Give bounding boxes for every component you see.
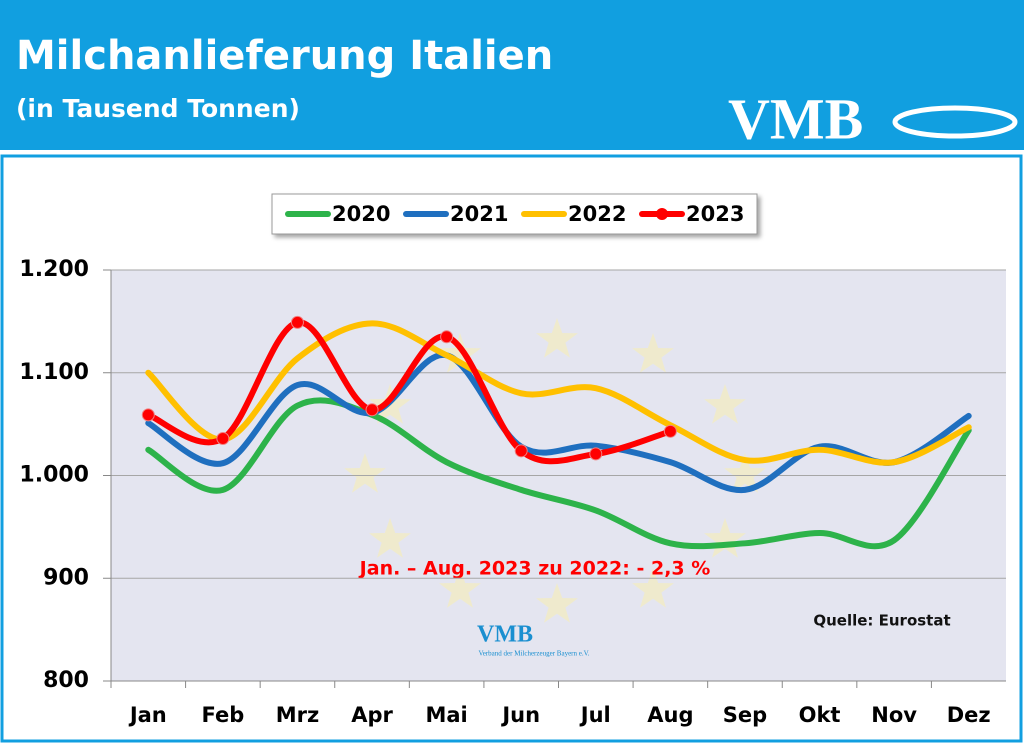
series-line [145,320,972,466]
series-line [145,397,972,550]
header-band [0,0,1024,150]
x-tick-label: Aug [647,703,693,727]
marker [365,403,379,417]
marker [514,444,528,458]
x-tick-label: Jan [128,703,167,727]
watermark-logo: VMB [477,622,533,648]
x-tick-label: Apr [351,703,393,727]
marker [216,432,230,446]
legend-label: 2022 [568,202,626,226]
x-tick-label: Mrz [276,703,319,727]
watermark-text: Verband der Milcherzeuger Bayern e.V. [478,650,589,658]
series-line [145,319,674,465]
x-tick-label: Okt [799,703,841,727]
x-tick-label: Mai [425,703,467,727]
marker [141,408,155,422]
x-tick-label: Jun [500,703,540,727]
marker [290,315,304,329]
x-tick-label: Feb [201,703,244,727]
legend-label: 2023 [686,202,744,226]
x-tick-label: Sep [723,703,767,727]
legend-label: 2021 [450,202,508,226]
y-tick-label: 1.100 [19,360,89,385]
y-tick-label: 1.000 [19,463,89,488]
legend-label: 2020 [332,202,390,226]
title: Milchanlieferung Italien [16,33,553,79]
marker [440,330,454,344]
y-tick-label: 800 [43,668,89,693]
logo: VMB [728,86,863,151]
marker [663,424,677,438]
x-tick-label: Jul [579,703,611,727]
logo-swirl [892,105,1018,139]
annotation: Jan. – Aug. 2023 zu 2022: - 2,3 % [358,558,711,580]
marker [589,447,603,461]
y-tick-label: 1.200 [19,257,89,282]
x-tick-label: Dez [947,703,991,727]
subtitle: (in Tausend Tonnen) [16,94,300,123]
legend-marker [656,208,668,220]
source: Quelle: Eurostat [813,612,950,630]
series-line [145,352,972,493]
y-tick-label: 900 [43,565,89,590]
x-tick-label: Nov [871,703,917,727]
